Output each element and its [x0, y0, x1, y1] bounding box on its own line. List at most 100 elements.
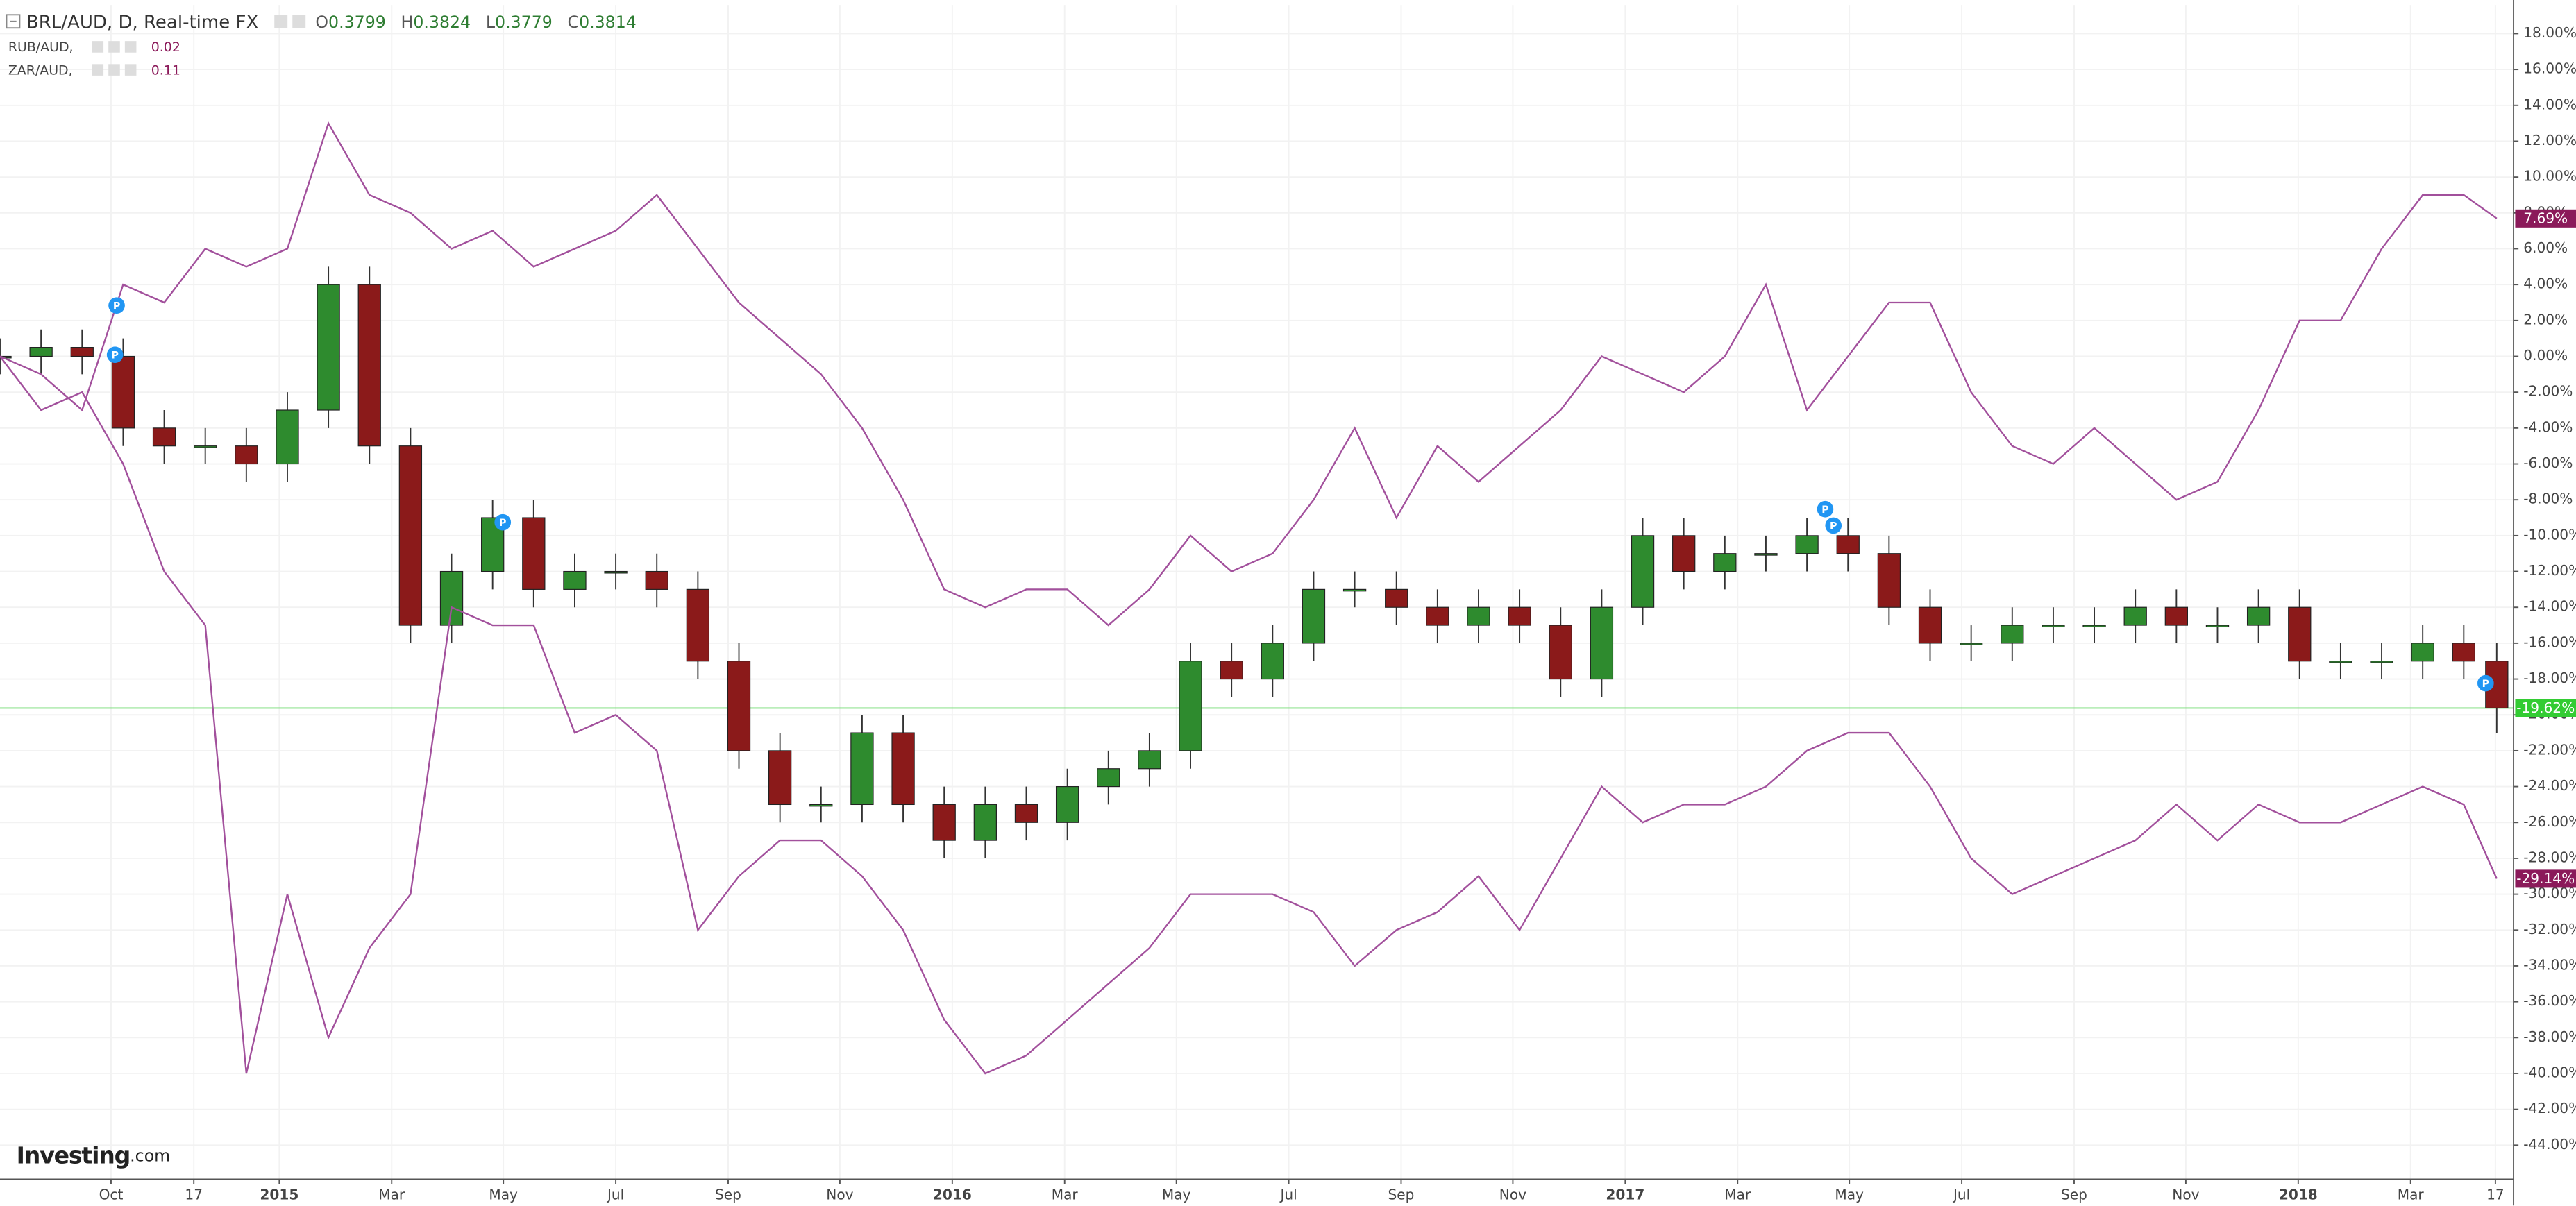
- x-tick-label: 17: [2486, 1187, 2505, 1203]
- event-marker[interactable]: [2477, 674, 2494, 692]
- candle-body: [1385, 588, 1408, 608]
- watermark-domain: .com: [130, 1146, 170, 1165]
- candle-body: [932, 804, 956, 841]
- watermark: Investing.com: [17, 1141, 171, 1169]
- x-tick-label: Oct: [99, 1187, 124, 1203]
- ohlc-label: H: [401, 12, 414, 32]
- legend-entry: RUB/AUD,: [8, 40, 74, 55]
- ohlc-value: 0.3814: [579, 12, 637, 32]
- ohlc-value: 0.3779: [495, 12, 553, 32]
- y-tick-label: -42.00%: [2523, 1100, 2576, 1116]
- event-markers: P P P P P P: [106, 297, 2494, 692]
- collapse-icon[interactable]: [6, 14, 21, 29]
- ohlc-label: L: [486, 12, 496, 32]
- candle-body: [1549, 625, 1572, 680]
- axes: 18.00%16.00%14.00%12.00%10.00%8.00%6.00%…: [99, 24, 2576, 1203]
- event-marker[interactable]: [108, 297, 125, 314]
- candle-body: [1055, 785, 1079, 823]
- candle-body: [2123, 606, 2147, 626]
- candle-body: [439, 570, 464, 626]
- y-tick-label: 12.00%: [2523, 132, 2576, 148]
- candle-body: [1138, 750, 1161, 770]
- legend-value: 0.11: [151, 62, 180, 78]
- legend-icon[interactable]: [124, 64, 137, 76]
- x-tick-label: Nov: [2172, 1187, 2199, 1203]
- candle-body: [1590, 606, 1614, 680]
- candle-body: [152, 427, 176, 447]
- x-tick-label: Jul: [1952, 1187, 1970, 1203]
- legend-icon[interactable]: [108, 64, 120, 76]
- y-tick-label: -44.00%: [2523, 1136, 2576, 1153]
- candle-body: [2411, 643, 2434, 662]
- x-tick-label: Jul: [1279, 1187, 1297, 1203]
- candle-body: [1631, 535, 1655, 608]
- candle-body: [235, 445, 258, 465]
- x-tick-label: 17: [185, 1187, 203, 1203]
- y-tick-label: 16.00%: [2523, 60, 2576, 77]
- candle-body: [1959, 643, 1983, 645]
- price-tag: [2515, 869, 2576, 888]
- legend-icon[interactable]: [124, 41, 137, 53]
- candle-body: [891, 732, 915, 806]
- x-tick-label: Mar: [1724, 1187, 1751, 1203]
- y-tick-label: -10.00%: [2523, 526, 2576, 543]
- x-tick-label: 2015: [260, 1187, 298, 1203]
- price-tag: [2515, 699, 2576, 717]
- y-tick-label: -4.00%: [2523, 418, 2573, 435]
- candle-body: [1508, 606, 1531, 626]
- candle-body: [2452, 643, 2475, 662]
- event-marker[interactable]: [494, 513, 512, 531]
- candle-body: [2288, 606, 2312, 662]
- event-marker[interactable]: [106, 346, 124, 364]
- candle-body: [276, 409, 299, 465]
- candle-body: [1754, 553, 1778, 556]
- legend-icon[interactable]: [92, 41, 104, 53]
- y-tick-label: -18.00%: [2523, 670, 2576, 686]
- candle-body: [2205, 625, 2230, 628]
- candle-body: [111, 355, 135, 429]
- y-tick-label: -38.00%: [2523, 1028, 2576, 1045]
- x-tick-label: Nov: [1499, 1187, 1526, 1203]
- price-tag: [2515, 209, 2576, 228]
- y-tick-label: -12.00%: [2523, 562, 2576, 579]
- candle-body: [2042, 625, 2065, 628]
- hide-icon[interactable]: [292, 15, 306, 28]
- legend-value: 0.02: [151, 40, 180, 55]
- candle-body: [604, 570, 628, 574]
- x-tick-label: Mar: [378, 1187, 405, 1203]
- y-tick-label: 6.00%: [2523, 239, 2568, 256]
- event-marker[interactable]: [1817, 500, 1834, 518]
- y-tick-label: -34.00%: [2523, 956, 2576, 973]
- x-tick-label: 2017: [1606, 1187, 1644, 1203]
- candle-body: [194, 445, 217, 448]
- event-marker-label: P: [113, 300, 120, 312]
- y-tick-label: -22.00%: [2523, 741, 2576, 758]
- x-tick-label: Mar: [2398, 1187, 2425, 1203]
- x-tick-label: Jul: [606, 1187, 624, 1203]
- candle-body: [1014, 804, 1038, 823]
- y-tick-label: -32.00%: [2523, 921, 2576, 937]
- y-tick-label: -2.00%: [2523, 383, 2573, 400]
- y-tick-label: 14.00%: [2523, 96, 2576, 112]
- candle-body: [2082, 625, 2106, 628]
- y-tick-label: -16.00%: [2523, 634, 2576, 650]
- event-marker[interactable]: [1825, 517, 1842, 534]
- candle-body: [768, 750, 792, 806]
- x-tick-label: Sep: [1388, 1187, 1415, 1203]
- x-tick-label: Sep: [2061, 1187, 2087, 1203]
- candle-body: [2329, 661, 2352, 663]
- candle-body: [1179, 661, 1202, 751]
- y-tick-label: 4.00%: [2523, 275, 2568, 292]
- candle-body: [1795, 535, 1819, 554]
- event-marker-label: P: [2482, 679, 2489, 690]
- legend-icon[interactable]: [108, 41, 120, 53]
- candle-body: [1836, 535, 1860, 554]
- settings-icon[interactable]: [274, 15, 288, 28]
- candle-body: [1097, 768, 1120, 788]
- legend-icon[interactable]: [92, 64, 104, 76]
- x-tick-label: May: [1835, 1187, 1864, 1203]
- price-tag-label: -29.14%: [2516, 870, 2575, 887]
